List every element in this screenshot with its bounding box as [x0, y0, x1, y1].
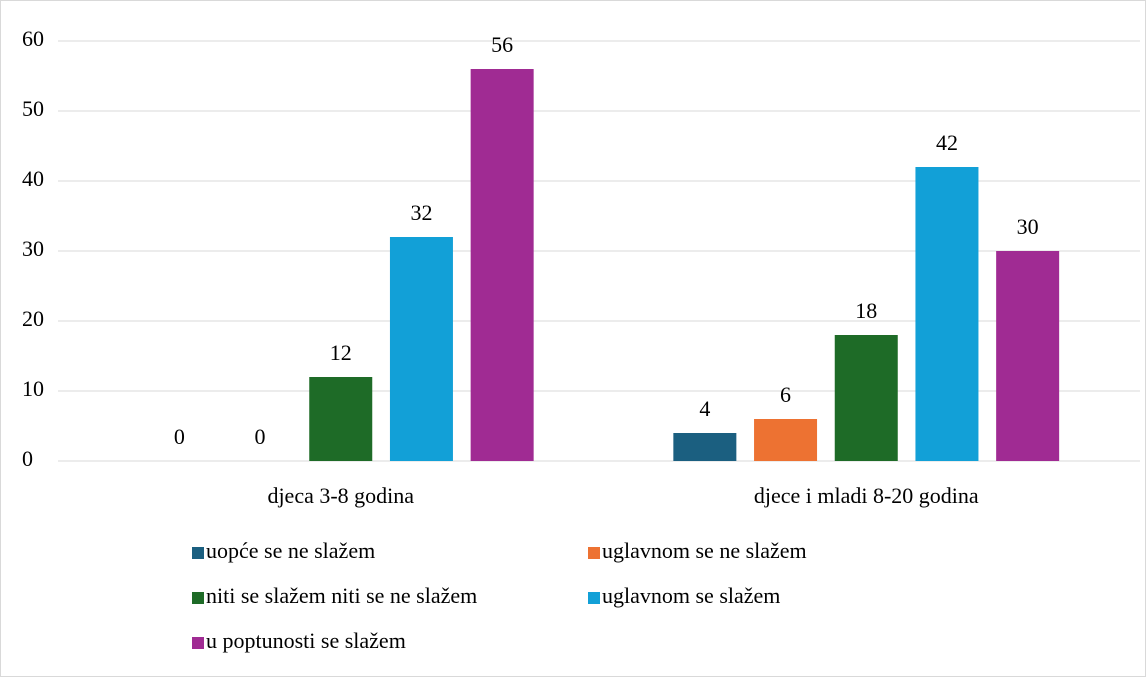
y-tick-label: 20: [22, 306, 44, 331]
legend-label: uopće se ne slažem: [206, 538, 375, 563]
legend-swatch: [192, 637, 204, 649]
legend-label: uglavnom se slažem: [602, 583, 780, 608]
data-label: 30: [1017, 214, 1039, 239]
bar: [754, 419, 818, 461]
bar: [309, 377, 373, 461]
data-label: 0: [255, 424, 266, 449]
data-label: 12: [330, 340, 352, 365]
legend-swatch: [588, 547, 600, 559]
y-tick-label: 60: [22, 26, 44, 51]
legend-swatch: [192, 547, 204, 559]
legend-label: u poptunosti se slažem: [206, 628, 406, 653]
legend-label: uglavnom se ne slažem: [602, 538, 807, 563]
data-label: 56: [491, 32, 513, 57]
bar: [389, 237, 453, 461]
bar: [834, 335, 898, 461]
y-tick-label: 30: [22, 236, 44, 261]
data-label: 18: [855, 298, 877, 323]
data-label: 4: [699, 396, 710, 421]
data-label: 0: [174, 424, 185, 449]
bar: [996, 251, 1060, 461]
y-tick-label: 50: [22, 96, 44, 121]
x-tick-label: djece i mladi 8-20 godina: [754, 483, 979, 508]
legend-swatch: [192, 592, 204, 604]
data-label: 6: [780, 382, 791, 407]
data-label: 42: [936, 130, 958, 155]
y-tick-label: 10: [22, 376, 44, 401]
bar: [673, 433, 737, 461]
data-label: 32: [410, 200, 432, 225]
x-tick-label: djeca 3-8 godina: [267, 483, 414, 508]
bar: [470, 69, 534, 461]
y-tick-label: 40: [22, 166, 44, 191]
y-tick-label: 0: [22, 446, 33, 471]
bar: [915, 167, 979, 461]
legend-swatch: [588, 592, 600, 604]
legend-label: niti se slažem niti se ne slažem: [206, 583, 477, 608]
